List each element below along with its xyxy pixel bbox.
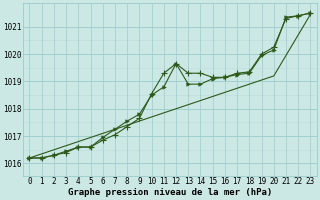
X-axis label: Graphe pression niveau de la mer (hPa): Graphe pression niveau de la mer (hPa)	[68, 188, 272, 197]
